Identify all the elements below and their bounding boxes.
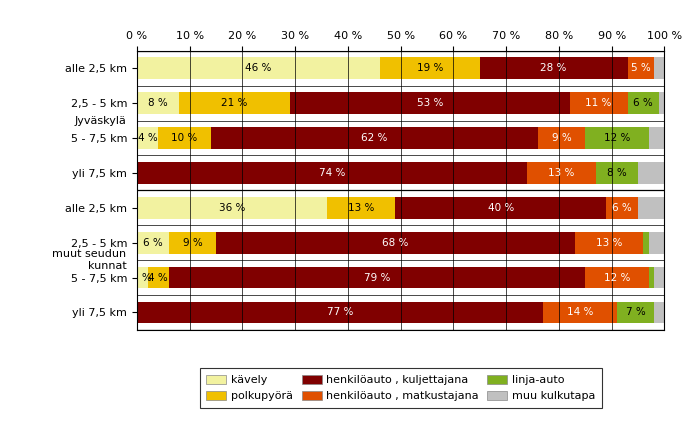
Text: 8 %: 8 % bbox=[148, 98, 168, 108]
Text: 12 %: 12 % bbox=[603, 272, 630, 283]
Text: 9 %: 9 % bbox=[551, 133, 571, 143]
Text: 13 %: 13 % bbox=[549, 168, 575, 178]
Text: 77 %: 77 % bbox=[327, 308, 353, 318]
Text: 13 %: 13 % bbox=[348, 203, 375, 213]
Bar bbox=[659, 92, 664, 114]
Bar bbox=[179, 92, 290, 114]
Text: 12 %: 12 % bbox=[603, 133, 630, 143]
Bar bbox=[585, 127, 649, 149]
Text: 4 %: 4 % bbox=[148, 272, 168, 283]
Text: 2 %: 2 % bbox=[132, 272, 152, 283]
Text: 28 %: 28 % bbox=[540, 63, 567, 73]
Text: muut seudun
kunnat: muut seudun kunnat bbox=[52, 249, 127, 271]
Text: 40 %: 40 % bbox=[488, 203, 514, 213]
Text: 9 %: 9 % bbox=[182, 238, 202, 248]
Bar bbox=[137, 232, 169, 253]
Text: 8 %: 8 % bbox=[607, 168, 627, 178]
Text: 13 %: 13 % bbox=[596, 238, 622, 248]
Bar bbox=[649, 267, 654, 288]
Bar bbox=[379, 58, 479, 79]
Text: 6 %: 6 % bbox=[612, 203, 632, 213]
Text: 68 %: 68 % bbox=[382, 238, 409, 248]
Bar bbox=[627, 92, 659, 114]
Bar bbox=[649, 232, 664, 253]
Text: 14 %: 14 % bbox=[567, 308, 593, 318]
Text: 10 %: 10 % bbox=[171, 133, 197, 143]
Bar bbox=[569, 92, 627, 114]
Bar bbox=[169, 267, 585, 288]
Bar bbox=[137, 267, 147, 288]
Legend: kävely, polkupyörä, henkilöauto , kuljettajana, henkilöauto , matkustajana, linj: kävely, polkupyörä, henkilöauto , kuljet… bbox=[199, 368, 602, 408]
Bar bbox=[638, 162, 664, 184]
Bar bbox=[137, 162, 527, 184]
Text: 36 %: 36 % bbox=[219, 203, 245, 213]
Bar bbox=[395, 197, 606, 219]
Bar bbox=[543, 302, 617, 323]
Bar bbox=[654, 58, 664, 79]
Bar bbox=[606, 197, 638, 219]
Bar bbox=[479, 58, 627, 79]
Bar bbox=[654, 302, 664, 323]
Text: 6 %: 6 % bbox=[143, 238, 163, 248]
Bar bbox=[147, 267, 169, 288]
Text: 46 %: 46 % bbox=[245, 63, 271, 73]
Text: 53 %: 53 % bbox=[416, 98, 443, 108]
Bar bbox=[538, 127, 585, 149]
Text: 11 %: 11 % bbox=[585, 98, 612, 108]
Bar bbox=[585, 267, 649, 288]
Bar bbox=[137, 197, 327, 219]
Bar bbox=[654, 267, 664, 288]
Bar bbox=[638, 197, 664, 219]
Bar bbox=[327, 197, 395, 219]
Bar bbox=[627, 58, 654, 79]
Bar bbox=[649, 127, 664, 149]
Bar bbox=[137, 92, 179, 114]
Bar bbox=[575, 232, 643, 253]
Text: 4 %: 4 % bbox=[138, 133, 158, 143]
Bar bbox=[527, 162, 596, 184]
Text: 5 %: 5 % bbox=[631, 63, 651, 73]
Bar bbox=[169, 232, 216, 253]
Text: 7 %: 7 % bbox=[625, 308, 645, 318]
Bar bbox=[137, 58, 379, 79]
Text: 6 %: 6 % bbox=[634, 98, 653, 108]
Bar bbox=[158, 127, 211, 149]
Bar bbox=[216, 232, 575, 253]
Bar bbox=[137, 127, 158, 149]
Text: 79 %: 79 % bbox=[364, 272, 390, 283]
Bar bbox=[290, 92, 569, 114]
Bar bbox=[596, 162, 638, 184]
Text: 21 %: 21 % bbox=[221, 98, 248, 108]
Bar bbox=[617, 302, 654, 323]
Text: 74 %: 74 % bbox=[319, 168, 345, 178]
Text: Jyväskylä: Jyväskylä bbox=[75, 115, 127, 126]
Text: 19 %: 19 % bbox=[416, 63, 443, 73]
Bar bbox=[643, 232, 649, 253]
Bar bbox=[211, 127, 538, 149]
Text: 62 %: 62 % bbox=[361, 133, 388, 143]
Bar bbox=[137, 302, 543, 323]
